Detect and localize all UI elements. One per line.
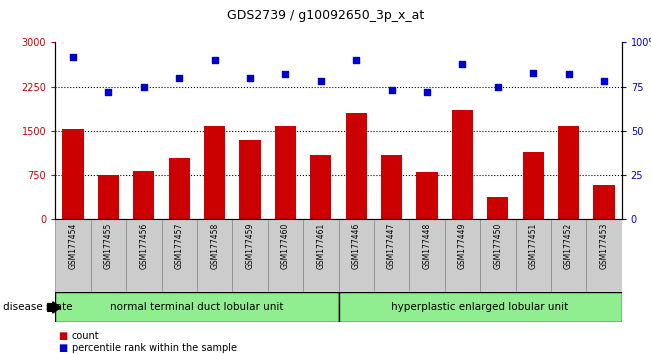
Bar — [346, 113, 367, 219]
Text: GSM177447: GSM177447 — [387, 223, 396, 269]
Bar — [445, 219, 480, 292]
Bar — [303, 219, 339, 292]
Bar — [62, 129, 83, 219]
Bar — [161, 219, 197, 292]
Bar — [90, 219, 126, 292]
Text: GSM177460: GSM177460 — [281, 223, 290, 269]
Text: GSM177452: GSM177452 — [564, 223, 573, 269]
Bar — [310, 155, 331, 219]
Bar — [240, 140, 260, 219]
Text: GSM177461: GSM177461 — [316, 223, 326, 269]
Text: GSM177457: GSM177457 — [174, 223, 184, 269]
Text: GSM177454: GSM177454 — [68, 223, 77, 269]
Text: GDS2739 / g10092650_3p_x_at: GDS2739 / g10092650_3p_x_at — [227, 9, 424, 22]
Point — [245, 75, 255, 81]
Text: count: count — [72, 331, 99, 341]
Bar — [126, 219, 161, 292]
Text: GSM177446: GSM177446 — [352, 223, 361, 269]
Point — [174, 75, 184, 81]
Text: normal terminal duct lobular unit: normal terminal duct lobular unit — [110, 302, 284, 312]
Point — [351, 57, 361, 63]
Point — [457, 61, 467, 67]
Text: ■: ■ — [59, 331, 68, 341]
Bar — [523, 152, 544, 219]
Point — [387, 87, 397, 93]
Bar — [409, 219, 445, 292]
Bar — [98, 175, 119, 219]
Text: GSM177459: GSM177459 — [245, 223, 255, 269]
Text: GSM177455: GSM177455 — [104, 223, 113, 269]
Bar — [558, 126, 579, 219]
Point — [210, 57, 220, 63]
Text: GSM177456: GSM177456 — [139, 223, 148, 269]
Bar — [593, 185, 615, 219]
Text: GSM177448: GSM177448 — [422, 223, 432, 269]
Text: ■: ■ — [59, 343, 68, 353]
Bar — [204, 126, 225, 219]
Bar — [417, 172, 437, 219]
Bar — [232, 219, 268, 292]
Bar — [339, 219, 374, 292]
Text: hyperplastic enlarged lobular unit: hyperplastic enlarged lobular unit — [391, 302, 569, 312]
Bar — [268, 219, 303, 292]
Bar — [487, 197, 508, 219]
Bar — [55, 292, 339, 322]
Bar — [169, 158, 190, 219]
Point — [139, 84, 149, 90]
Point — [599, 79, 609, 84]
Text: GSM177453: GSM177453 — [600, 223, 609, 269]
Bar — [133, 171, 154, 219]
Point — [422, 89, 432, 95]
Point — [563, 72, 574, 77]
Bar — [275, 126, 296, 219]
Bar — [374, 219, 409, 292]
Text: disease state: disease state — [3, 302, 73, 312]
Bar — [197, 219, 232, 292]
Bar — [381, 155, 402, 219]
Text: GSM177449: GSM177449 — [458, 223, 467, 269]
Point — [280, 72, 290, 77]
Text: GSM177451: GSM177451 — [529, 223, 538, 269]
Point — [68, 54, 78, 59]
Bar — [339, 292, 622, 322]
Point — [316, 79, 326, 84]
Point — [493, 84, 503, 90]
Point — [104, 89, 114, 95]
Bar — [55, 219, 90, 292]
Bar — [452, 110, 473, 219]
Point — [528, 70, 538, 75]
Text: GSM177450: GSM177450 — [493, 223, 503, 269]
Text: GSM177458: GSM177458 — [210, 223, 219, 269]
Text: percentile rank within the sample: percentile rank within the sample — [72, 343, 236, 353]
Bar — [587, 219, 622, 292]
Bar — [551, 219, 587, 292]
Bar — [516, 219, 551, 292]
Bar — [480, 219, 516, 292]
